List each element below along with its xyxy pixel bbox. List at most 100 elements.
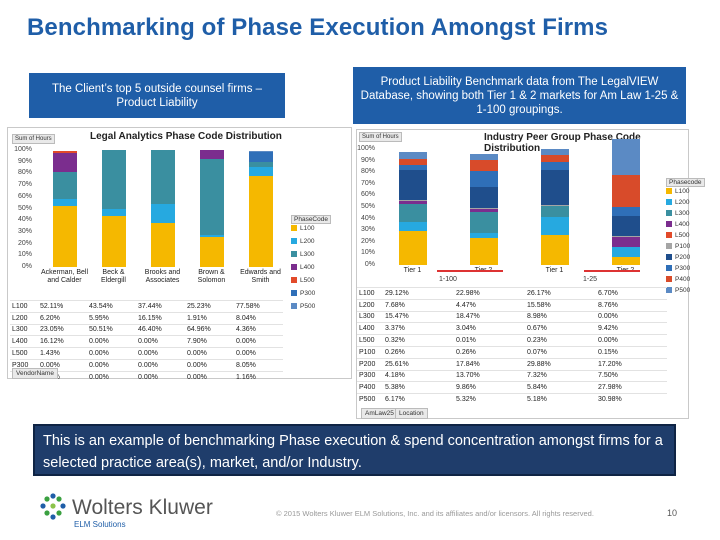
right-legend-l200: L200 xyxy=(666,199,689,206)
table-row-label: L200 xyxy=(10,311,38,325)
left-ylabel: Sum of Hours xyxy=(12,134,55,144)
right-bar-l100 xyxy=(611,257,640,265)
table-cell: 0.00% xyxy=(87,335,136,348)
right-bar-l200 xyxy=(469,233,498,239)
right-category-label: Tier 1 xyxy=(403,267,422,274)
left-ytick: 20% xyxy=(17,239,32,247)
table-cell: 13.70% xyxy=(454,369,525,382)
left-bar-l300 xyxy=(150,150,175,205)
table-cell: 0.00% xyxy=(185,358,234,372)
left-ytick: 40% xyxy=(17,216,32,224)
left-ytick: 0% xyxy=(21,263,32,270)
table-row-label: P400 xyxy=(357,381,383,394)
left-bar-p300 xyxy=(248,152,273,162)
table-cell: 0.00% xyxy=(87,370,136,384)
table-cell: 15.58% xyxy=(525,298,596,312)
right-bar-l300 xyxy=(540,206,569,217)
table-cell: 0.23% xyxy=(525,334,596,347)
legend-label: L200 xyxy=(300,238,315,245)
legend-label: L300 xyxy=(300,251,315,258)
table-cell: 77.58% xyxy=(234,300,283,313)
left-bar-l200 xyxy=(52,198,77,207)
legend-label: P400 xyxy=(675,276,691,283)
legend-label: L100 xyxy=(300,225,315,232)
legend-swatch xyxy=(291,225,297,232)
table-cell: 0.00% xyxy=(185,370,234,384)
table-row: P300 0.00% 0.00% 0.00% 0.00% 8.05% xyxy=(10,358,283,372)
table-cell: 0.00% xyxy=(136,347,185,360)
table-cell: 22.98% xyxy=(454,287,525,300)
right-bar-l100 xyxy=(469,238,498,265)
table-cell: 26.17% xyxy=(525,287,596,300)
right-bar-p400 xyxy=(469,159,498,172)
table-row-label: L100 xyxy=(357,287,383,300)
table-row-label: P500 xyxy=(357,393,383,406)
left-bar-l300 xyxy=(52,171,77,199)
left-ytick: 50% xyxy=(17,204,32,212)
left-bar-p500 xyxy=(248,150,273,153)
left-category-label: Beck & Eldergill xyxy=(101,269,126,284)
tier-bracket-1-25 xyxy=(584,270,640,272)
table-cell: 0.00% xyxy=(87,347,136,360)
right-bar-p500 xyxy=(540,149,569,156)
left-bar-l300 xyxy=(199,159,224,236)
table-cell: 0.00% xyxy=(136,370,185,384)
right-legend-l500: L500 xyxy=(666,232,689,239)
legend-label: P500 xyxy=(300,303,316,310)
table-cell: 5.95% xyxy=(87,311,136,325)
table-cell: 9.42% xyxy=(596,322,667,335)
table-row-label: L300 xyxy=(10,323,38,336)
table-row: L500 1.43% 0.00% 0.00% 0.00% 0.00% xyxy=(10,347,283,360)
right-bar-l300 xyxy=(469,211,498,234)
table-cell: 64.96% xyxy=(185,323,234,336)
legend-label: L500 xyxy=(675,232,690,239)
left-ytick: 30% xyxy=(17,227,32,235)
left-legend-title: PhaseCode xyxy=(291,215,331,224)
legend-swatch xyxy=(291,264,297,271)
table-row: L500 0.32% 0.01% 0.23% 0.00% xyxy=(357,334,667,347)
legend-swatch xyxy=(291,303,297,310)
table-cell: 8.76% xyxy=(596,298,667,312)
legend-swatch xyxy=(666,199,672,206)
right-filter-location: Location xyxy=(395,408,428,419)
table-cell: 8.05% xyxy=(234,358,283,372)
legend-swatch xyxy=(666,254,672,261)
table-cell: 4.36% xyxy=(234,323,283,336)
legend-label: L400 xyxy=(300,264,315,271)
right-data-table: L100 29.12% 22.98% 26.17% 6.70% L200 7.68% 4.47… xyxy=(357,287,667,406)
table-cell: 6.20% xyxy=(38,311,87,325)
right-ytick: 60% xyxy=(360,191,375,199)
left-category-label: Brown & Solomon xyxy=(197,269,226,284)
table-cell: 9.86% xyxy=(454,381,525,394)
right-bar-p200 xyxy=(611,216,640,236)
right-header: Product Liability Benchmark data from Th… xyxy=(353,67,686,124)
legend-label: L100 xyxy=(675,188,690,195)
legend-label: P500 xyxy=(675,287,691,294)
table-cell: 52.11% xyxy=(38,300,87,313)
right-category-label: Tier 1 xyxy=(545,267,564,274)
table-row-label: L400 xyxy=(10,335,38,348)
right-bar-l400 xyxy=(611,236,640,248)
table-cell: 6.70% xyxy=(596,287,667,300)
left-ytick: 100% xyxy=(14,146,32,153)
table-row-label: L500 xyxy=(10,347,38,360)
note-box: This is an example of benchmarking Phase… xyxy=(33,424,676,476)
right-ytick: 20% xyxy=(360,237,375,245)
table-cell: 16.12% xyxy=(38,335,87,348)
left-bar-l100 xyxy=(248,176,273,267)
table-row-label: P300 xyxy=(357,369,383,382)
left-bar-l200 xyxy=(150,204,175,224)
table-cell: 23.05% xyxy=(38,323,87,336)
table-row: L400 3.37% 3.04% 0.67% 9.42% xyxy=(357,322,667,335)
right-bar-l400 xyxy=(469,208,498,212)
right-ytick: 70% xyxy=(360,179,375,187)
table-row-label: L100 xyxy=(10,300,38,313)
logo-subtitle: ELM Solutions xyxy=(74,520,126,529)
right-filter-amlaw25: AmLaw25 xyxy=(361,408,398,419)
legend-label: L400 xyxy=(675,221,690,228)
right-bar-l300 xyxy=(398,204,427,223)
right-bar-p300 xyxy=(611,207,640,216)
table-cell: 7.32% xyxy=(525,369,596,382)
table-row: L300 23.05% 50.51% 46.40% 64.96% 4.36% xyxy=(10,323,283,336)
legend-label: P300 xyxy=(300,290,316,297)
